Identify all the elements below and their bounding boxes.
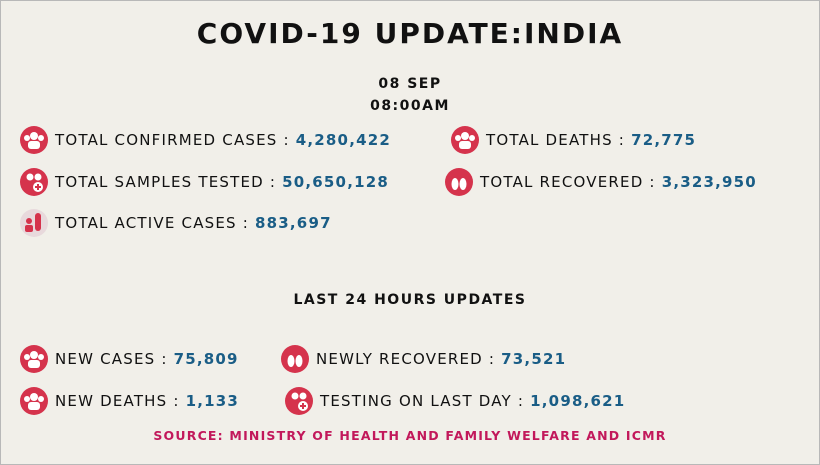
icon: [20, 168, 48, 196]
icon: [451, 126, 479, 154]
label: NEW DEATHS :: [55, 392, 180, 410]
label: TOTAL CONFIRMED CASES :: [55, 131, 290, 149]
value: 4,280,422: [295, 131, 392, 149]
icon: [445, 168, 473, 196]
icon: [285, 387, 313, 415]
value: 883,697: [255, 214, 332, 232]
label: TOTAL SAMPLES TESTED :: [55, 173, 277, 191]
icon: [20, 209, 48, 237]
value: 75,809: [173, 350, 239, 368]
value: 50,650,128: [282, 173, 390, 191]
section-heading: LAST 24 HOURS UPDATES: [293, 292, 527, 308]
label: TESTING ON LAST DAY :: [320, 392, 525, 410]
stat: TOTAL DEATHS : 72,775: [450, 125, 696, 155]
stat: TOTAL SAMPLES TESTED : 50,650,128: [19, 167, 389, 197]
label: NEW CASES :: [55, 350, 168, 368]
value: 1,098,621: [530, 392, 626, 410]
stat: TOTAL ACTIVE CASES : 883,697: [19, 208, 332, 238]
label: TOTAL RECOVERED :: [480, 173, 656, 191]
date: 08 SEP: [378, 76, 442, 92]
icon: [20, 126, 48, 154]
label: TOTAL DEATHS :: [486, 131, 626, 149]
title: COVID-19 UPDATE:INDIA: [196, 17, 624, 50]
stat: NEWLY RECOVERED : 73,521: [280, 344, 566, 374]
time: 08:00AM: [370, 98, 450, 114]
source: SOURCE: MINISTRY OF HEALTH AND FAMILY WE…: [153, 428, 667, 443]
stat: TOTAL RECOVERED : 3,323,950: [444, 167, 757, 197]
icon: [20, 387, 48, 415]
stat: NEW DEATHS : 1,133: [19, 386, 239, 416]
value: 3,323,950: [661, 173, 757, 191]
stat: TESTING ON LAST DAY : 1,098,621: [284, 386, 625, 416]
value: 73,521: [501, 350, 567, 368]
label: TOTAL ACTIVE CASES :: [55, 214, 249, 232]
value: 1,133: [185, 392, 240, 410]
icon: [281, 345, 309, 373]
icon: [20, 345, 48, 373]
stat: NEW CASES : 75,809: [19, 344, 239, 374]
stat: TOTAL CONFIRMED CASES : 4,280,422: [19, 125, 391, 155]
value: 72,775: [631, 131, 697, 149]
label: NEWLY RECOVERED :: [316, 350, 496, 368]
